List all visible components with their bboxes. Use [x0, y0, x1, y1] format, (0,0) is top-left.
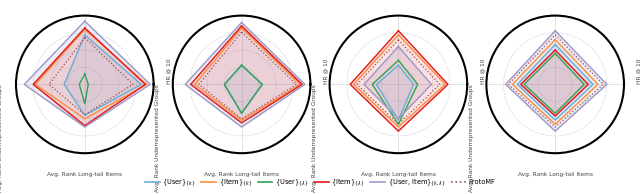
Text: Avg. Rank Long-tail Items: Avg. Rank Long-tail Items [361, 172, 436, 178]
Polygon shape [64, 35, 141, 115]
Polygon shape [225, 65, 262, 113]
Polygon shape [24, 21, 150, 127]
Text: HR @ 10: HR @ 10 [323, 59, 328, 84]
Text: HR @ 10: HR @ 10 [637, 59, 640, 84]
Polygon shape [517, 44, 593, 120]
Polygon shape [364, 47, 431, 119]
Polygon shape [376, 65, 413, 120]
Legend: $\{$User$\}_{\{k\}}$, $\{$Item$\}_{\{k\}}$, $\{$User$\}_{\{\lambda\}}$, $\{$Item: $\{$User$\}_{\{k\}}$, $\{$Item$\}_{\{k\}… [142, 175, 498, 191]
Polygon shape [33, 28, 145, 126]
Text: HR @ 10: HR @ 10 [480, 59, 485, 84]
Text: Avg. Rank Underrepresented Groups: Avg. Rank Underrepresented Groups [155, 84, 160, 192]
Polygon shape [350, 31, 448, 131]
Text: HR @ 10: HR @ 10 [166, 59, 172, 84]
Text: Avg. Rank Long-tail Items: Avg. Rank Long-tail Items [47, 172, 122, 178]
Polygon shape [521, 50, 588, 116]
Text: Avg. Rank Underrepresented Groups: Avg. Rank Underrepresented Groups [468, 84, 474, 192]
Text: Avg. Rank Long-tail Items: Avg. Rank Long-tail Items [518, 172, 593, 178]
Polygon shape [506, 31, 607, 131]
Text: Avg. Rank Underrepresented Groups: Avg. Rank Underrepresented Groups [0, 84, 3, 192]
Polygon shape [185, 23, 305, 127]
Polygon shape [191, 26, 302, 123]
Text: Avg. Rank Underrepresented Groups: Avg. Rank Underrepresented Groups [312, 84, 317, 192]
Text: Avg. Rank Long-tail Items: Avg. Rank Long-tail Items [204, 172, 279, 178]
